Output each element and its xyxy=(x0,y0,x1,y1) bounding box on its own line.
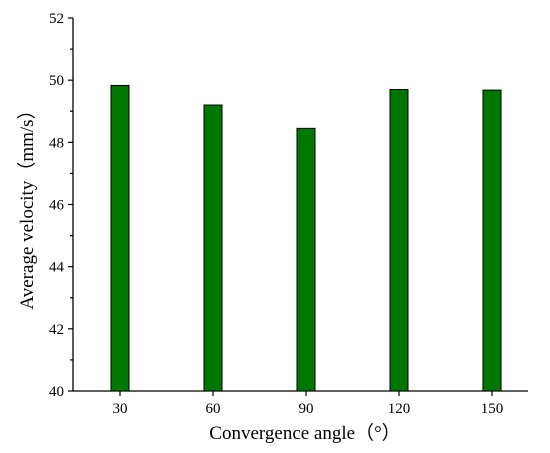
y-tick-label: 50 xyxy=(49,73,64,89)
x-tick-label: 120 xyxy=(388,401,411,417)
bar xyxy=(482,89,502,392)
bar xyxy=(389,88,409,392)
y-axis-ticks: 40 42 44 46 48 50 52 xyxy=(49,11,73,400)
x-tick-label: 150 xyxy=(481,401,504,417)
x-tick-label: 30 xyxy=(113,401,128,417)
x-tick-label: 60 xyxy=(206,401,221,417)
bar-series xyxy=(110,84,502,392)
y-tick-label: 44 xyxy=(49,260,65,276)
x-axis-ticks: 30 60 90 120 150 xyxy=(113,391,504,417)
bar xyxy=(110,84,130,392)
y-tick-label: 42 xyxy=(49,322,64,338)
x-axis-title: Convergence angle（°） xyxy=(209,422,400,444)
x-tick-label: 90 xyxy=(299,401,314,417)
y-tick-label: 52 xyxy=(49,11,64,27)
y-tick-label: 46 xyxy=(49,198,65,214)
y-axis-title: Average velocity（mm/s） xyxy=(16,100,38,309)
bar xyxy=(296,127,316,392)
bar xyxy=(203,104,223,392)
y-tick-label: 40 xyxy=(49,384,64,400)
y-tick-label: 48 xyxy=(49,135,64,151)
